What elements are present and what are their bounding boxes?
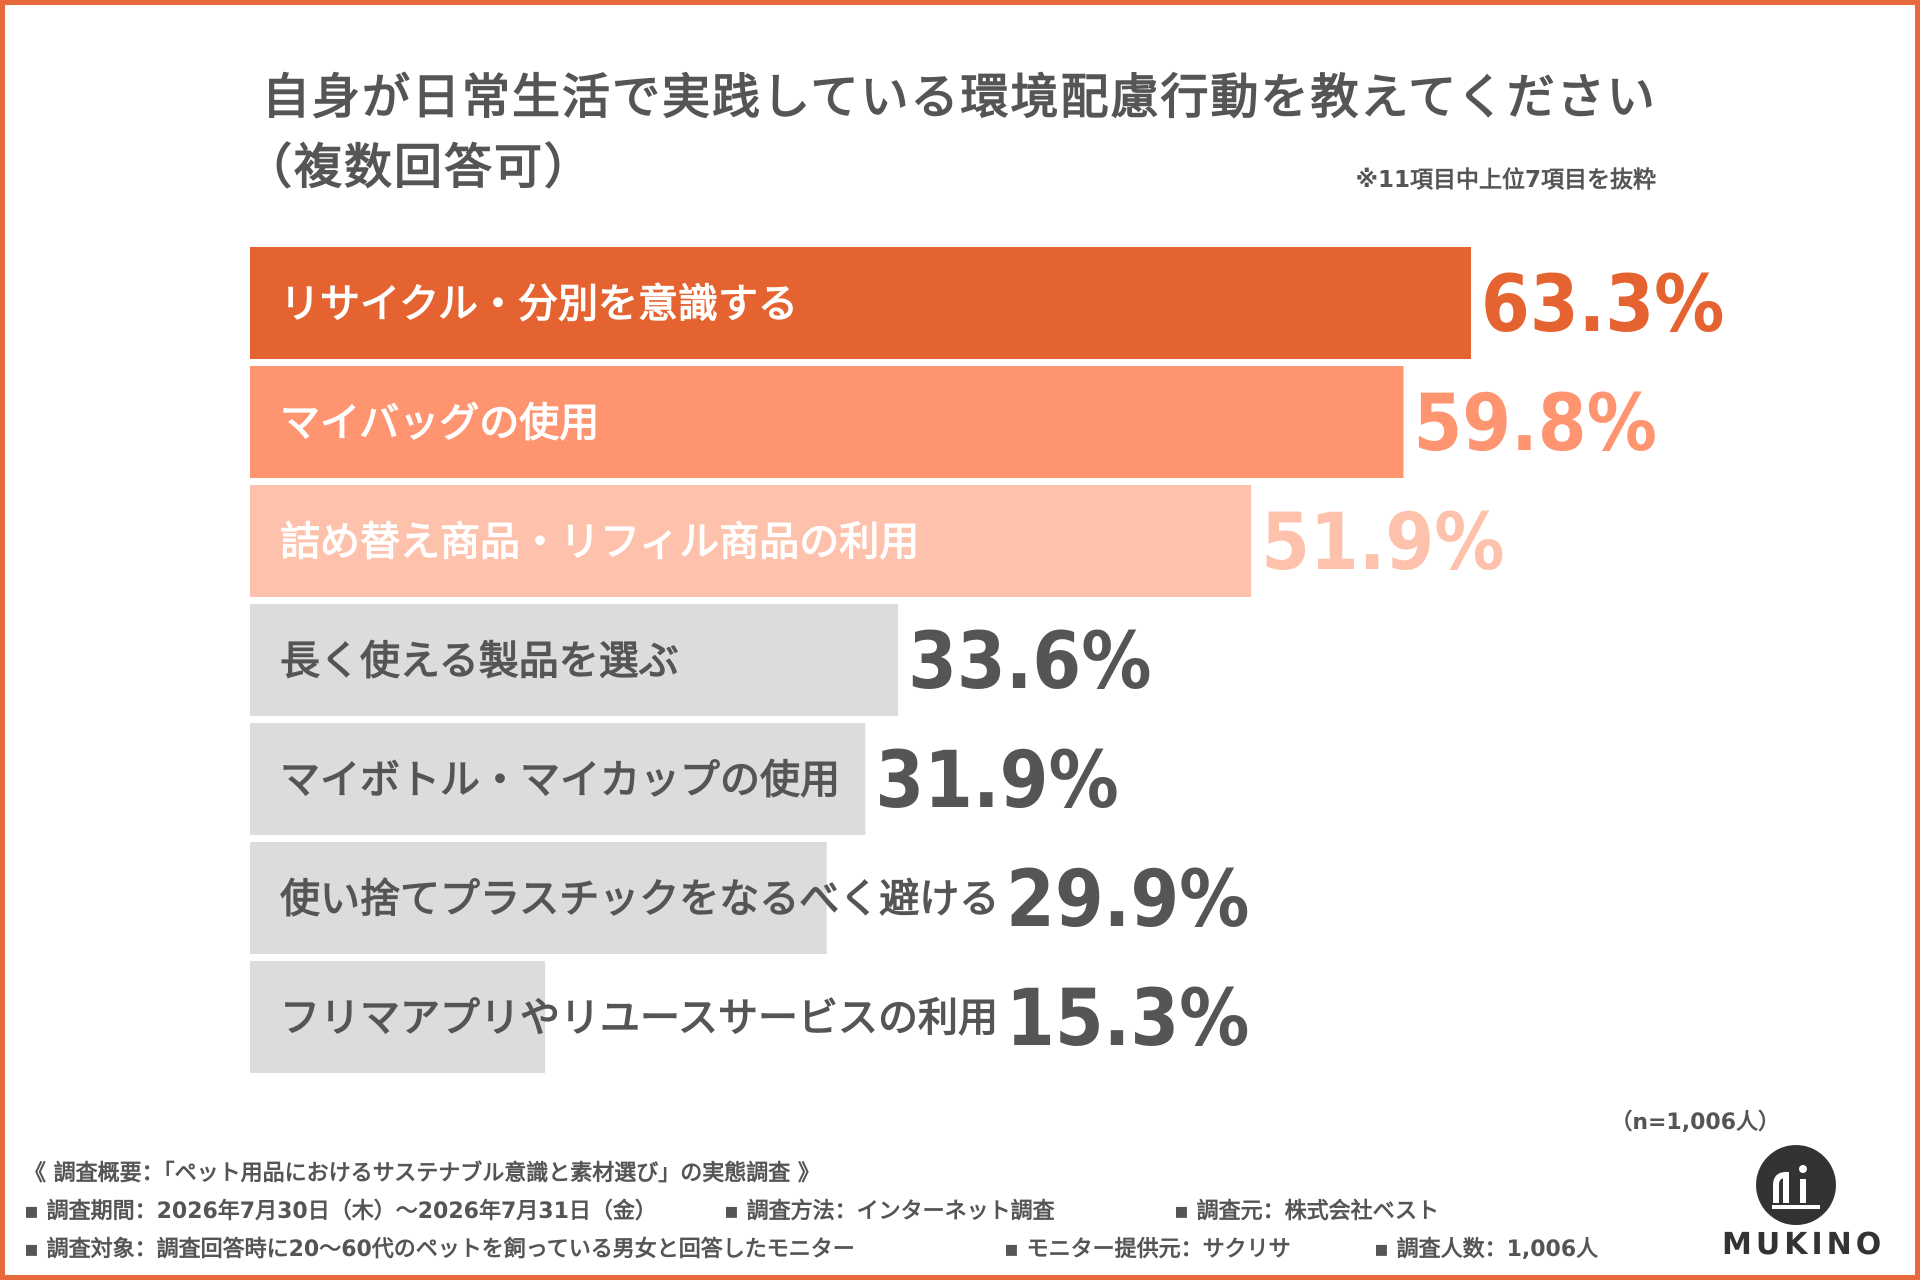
- bar-5: [250, 723, 866, 835]
- bar-value-1: 63.3%: [1481, 260, 1724, 350]
- bar-value-5: 31.9%: [875, 736, 1118, 826]
- bar-label-5: マイボトル・マイカップの使用: [280, 757, 840, 803]
- bar-label-1: リサイクル・分別を意識する: [280, 281, 798, 327]
- bar-value-7: 15.3%: [1006, 974, 1249, 1064]
- sample-size: （n=1,006人）: [1610, 1110, 1780, 1135]
- bar-6: [250, 842, 827, 954]
- bar-3: [250, 485, 1252, 597]
- bar-2: [250, 366, 1404, 478]
- survey-method: 調査方法：インターネット調査: [724, 1193, 1055, 1231]
- bar-value-2: 59.8%: [1413, 379, 1656, 469]
- bar-value-3: 51.9%: [1261, 498, 1504, 588]
- survey-provider: モニター提供元：サクリサ: [1004, 1231, 1291, 1269]
- survey-period: 調査期間：2026年7月30日（木）～2026年7月31日（金）: [24, 1193, 657, 1231]
- survey-row-2: 調査期間：2026年7月30日（木）～2026年7月31日（金） 調査方法：イン…: [24, 1193, 1439, 1231]
- bar-chart: リサイクル・分別を意識する 63.3% マイバッグの使用 59.8% 詰め替え商品・リフ…: [250, 247, 1724, 1073]
- bar-1: [250, 247, 1471, 359]
- bar-value-4: 33.6%: [908, 617, 1151, 707]
- chart-title-line2: （複数回答可）: [244, 139, 595, 195]
- bar-value-6: 29.9%: [1006, 855, 1249, 945]
- brand-logo: MUKINO: [1722, 1135, 1886, 1265]
- survey-details: 《 調査概要：「ペット用品におけるサステナブル意識と素材選び」の実態調査 》 調…: [24, 1155, 1599, 1269]
- survey-target: 調査対象：調査回答時に20～60代のペットを飼っている男女と回答したモニター: [24, 1231, 855, 1269]
- survey-overview: 《 調査概要：「ペット用品におけるサステナブル意識と素材選び」の実態調査 》: [24, 1161, 820, 1186]
- survey-count: 調査人数：1,006人: [1374, 1231, 1599, 1269]
- chart-title-line1: 自身が日常生活で実践している環境配慮行動を教えてください: [262, 69, 1657, 125]
- excerpt-note: ※11項目中上位7項目を抜粋: [1355, 167, 1656, 193]
- logo-mark-icon: [1756, 1145, 1836, 1225]
- bar-label-4: 長く使える製品を選ぶ: [280, 638, 679, 684]
- bar-label-7: フリマアプリやリユースサービスの利用: [280, 995, 998, 1041]
- bar-label-3: 詰め替え商品・リフィル商品の利用: [280, 519, 919, 565]
- survey-row-3: 調査対象：調査回答時に20～60代のペットを飼っている男女と回答したモニター モ…: [24, 1231, 1599, 1269]
- chart-title: 自身が日常生活で実践している環境配慮行動を教えてください （複数回答可）: [244, 62, 1657, 202]
- logo-text: MUKINO: [1722, 1227, 1886, 1262]
- bar-label-2: マイバッグの使用: [280, 400, 599, 446]
- bar-4: [250, 604, 899, 716]
- bar-7: [250, 961, 546, 1073]
- survey-source: 調査元：株式会社ベスト: [1174, 1193, 1439, 1231]
- bar-label-6: 使い捨てプラスチックをなるべく避ける: [280, 876, 999, 922]
- survey-overview-row: 《 調査概要：「ペット用品におけるサステナブル意識と素材選び」の実態調査 》: [24, 1155, 820, 1193]
